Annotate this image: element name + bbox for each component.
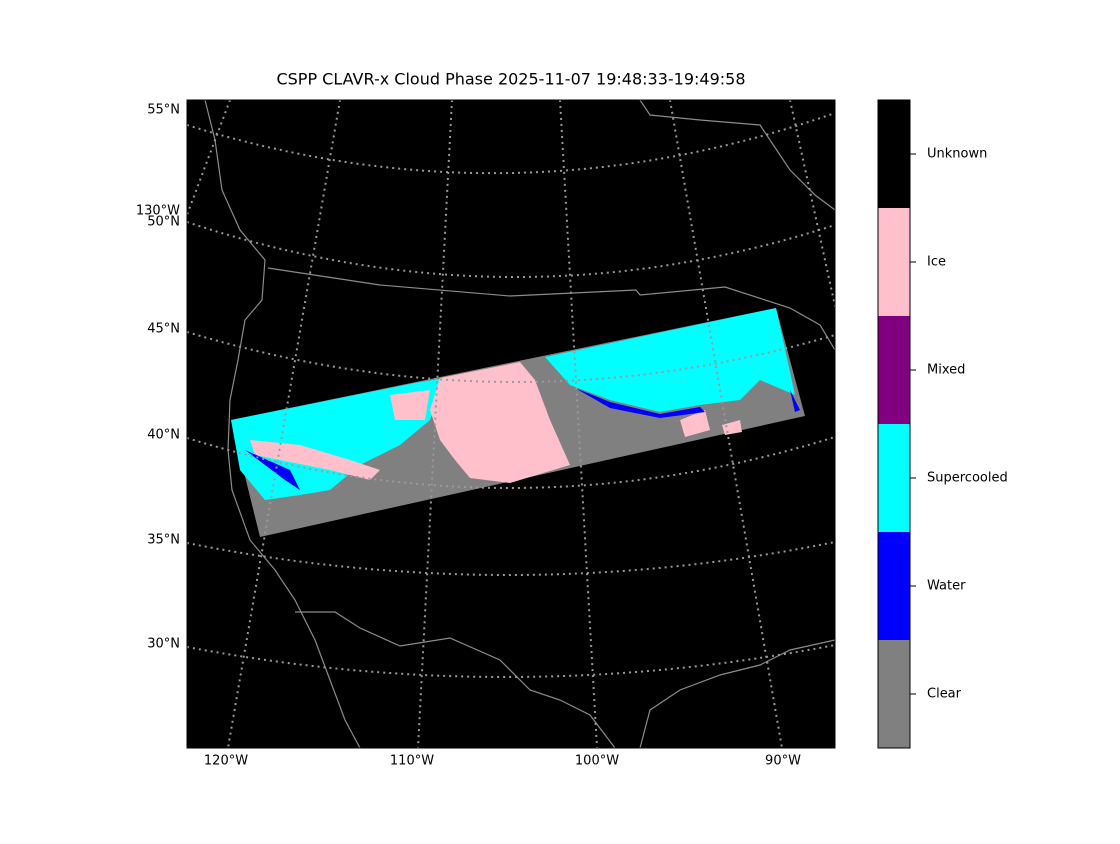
- parallel: [187, 221, 835, 278]
- ice-region: [390, 390, 430, 420]
- lon-label: 110°W: [390, 754, 434, 769]
- parallel: [187, 112, 835, 175]
- lon-label: 90°W: [765, 754, 801, 769]
- lon-label: 130°W: [136, 204, 180, 219]
- supercooled-region: [545, 308, 795, 412]
- meridian: [417, 100, 453, 748]
- colorbar-label: Clear: [927, 687, 962, 702]
- ice-region: [680, 410, 742, 437]
- colorbar-segment: [878, 640, 910, 748]
- lon-label: 120°W: [204, 754, 248, 769]
- lat-label: 55°N: [147, 103, 180, 118]
- colorbar: Unknown Ice Mixed Supercooled Water Clear: [877, 99, 1008, 749]
- colorbar-segment: [878, 208, 910, 316]
- graticule: [187, 100, 835, 748]
- colorbar-segment: [878, 532, 910, 640]
- ice-region: [430, 362, 570, 483]
- coastline: [639, 639, 835, 748]
- lon-label: 100°W: [575, 754, 619, 769]
- map-frame: [186, 99, 836, 749]
- colorbar-label: Supercooled: [927, 471, 1008, 486]
- colorbar-label: Water: [927, 579, 966, 594]
- colorbar-label: Ice: [927, 255, 946, 270]
- map-area: [187, 100, 835, 748]
- lat-label: 35°N: [147, 533, 180, 548]
- title: CSPP CLAVR-x Cloud Phase 2025-11-07 19:4…: [276, 70, 745, 89]
- colorbar-frame: [877, 99, 911, 749]
- border: [267, 267, 835, 351]
- lat-label: 40°N: [147, 428, 180, 443]
- colorbar-label: Unknown: [927, 147, 987, 162]
- border: [295, 611, 616, 748]
- colorbar-label: Mixed: [927, 363, 965, 378]
- meridian: [789, 100, 835, 311]
- axis-labels: 55°N 50°N 45°N 40°N 35°N 30°N 120°W 110°W 100°W 9…: [136, 103, 801, 769]
- ice-region: [250, 440, 380, 480]
- colorbar-segment: [878, 100, 910, 208]
- lat-label: 50°N: [147, 215, 180, 230]
- meridian: [227, 100, 341, 748]
- meridian: [187, 100, 231, 216]
- coastline: [639, 100, 835, 211]
- lat-label: 45°N: [147, 322, 180, 337]
- parallel: [187, 644, 835, 678]
- meridian: [559, 100, 598, 748]
- coastline: [204, 100, 361, 748]
- colorbar-segment: [878, 424, 910, 532]
- lat-label: 30°N: [147, 637, 180, 652]
- colorbar-segment: [878, 316, 910, 424]
- parallel: [187, 541, 835, 576]
- meridian: [669, 100, 783, 748]
